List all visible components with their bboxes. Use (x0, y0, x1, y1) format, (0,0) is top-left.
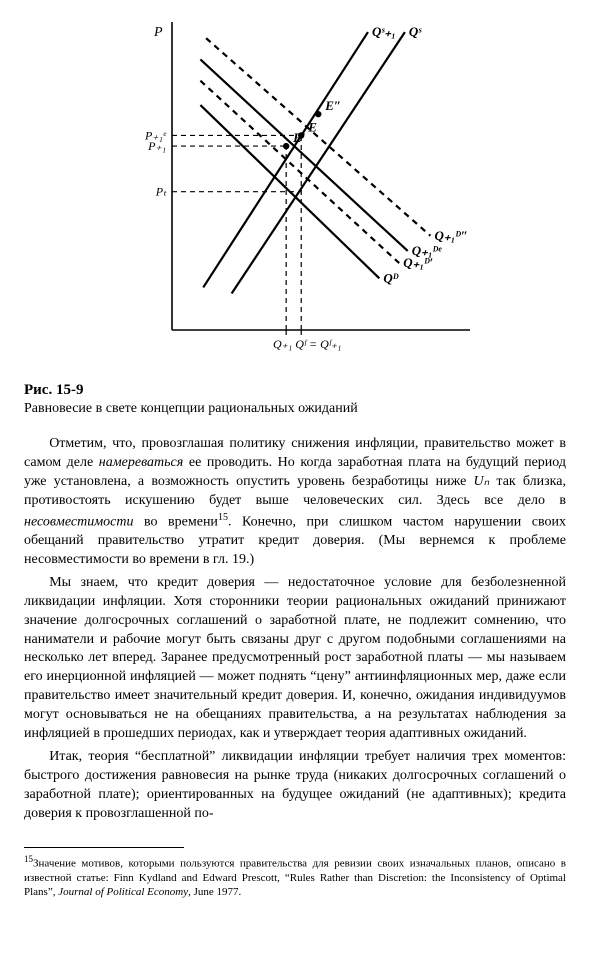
figure: PQˢ₊₁QˢQ₊₁ᴰ″Q₊₁ᴰᵉQ₊₁ᴰ′QᴰP₊₁ᵉP₊₁PₜQ₊₁Qᶠ =… (24, 12, 566, 372)
footnote-mark: 15 (24, 854, 33, 864)
svg-text:Q₊₁ᴰ′: Q₊₁ᴰ′ (403, 255, 433, 270)
paragraph-1: Отметим, что, провозглашая политику сниж… (24, 435, 566, 570)
figure-number: Рис. 15-9 (24, 382, 566, 399)
svg-text:Qˢ₊₁: Qˢ₊₁ (372, 24, 396, 39)
emphasis: несовместимости (24, 514, 133, 529)
svg-text:E: E (307, 119, 317, 134)
figure-caption: Рис. 15-9 Равновесие в свете концепции р… (24, 382, 566, 417)
body-text: Отметим, что, провозглашая политику сниж… (24, 435, 566, 823)
footnote: 15Значение мотивов, которыми пользуются … (24, 854, 566, 899)
emphasis: Journal of Political Economy (58, 886, 188, 898)
svg-text:P: P (153, 25, 163, 40)
text: , June 1977. (188, 886, 241, 898)
footnote-ref: 15 (218, 512, 228, 523)
footnote-rule (24, 847, 184, 848)
svg-text:E″: E″ (324, 98, 341, 113)
svg-text:Qˢ: Qˢ (409, 24, 422, 39)
svg-text:P₊₁: P₊₁ (147, 139, 166, 153)
paragraph-3: Итак, теория “бесплатной” ликвидации инф… (24, 748, 566, 824)
svg-text:Qᴰ: Qᴰ (383, 270, 398, 285)
equilibrium-chart: PQˢ₊₁QˢQ₊₁ᴰ″Q₊₁ᴰᵉQ₊₁ᴰ′QᴰP₊₁ᵉP₊₁PₜQ₊₁Qᶠ =… (110, 12, 480, 372)
page: PQˢ₊₁QˢQ₊₁ᴰ″Q₊₁ᴰᵉQ₊₁ᴰ′QᴰP₊₁ᵉP₊₁PₜQ₊₁Qᶠ =… (0, 0, 590, 955)
paragraph-2: Мы знаем, что кредит доверия — недостато… (24, 574, 566, 744)
svg-text:Q₊₁ᴰ″: Q₊₁ᴰ″ (434, 228, 467, 243)
math-symbol: Uₙ (474, 474, 490, 489)
svg-text:E′: E′ (292, 130, 306, 145)
svg-text:Pₜ: Pₜ (155, 185, 167, 199)
text: во времени (133, 514, 217, 529)
emphasis: намереваться (99, 455, 184, 470)
svg-text:Q₊₁: Q₊₁ (273, 337, 292, 351)
svg-text:Qᶠ = Qᶠ₊₁: Qᶠ = Qᶠ₊₁ (295, 337, 341, 351)
figure-title: Равновесие в свете концепции рациональны… (24, 401, 566, 417)
